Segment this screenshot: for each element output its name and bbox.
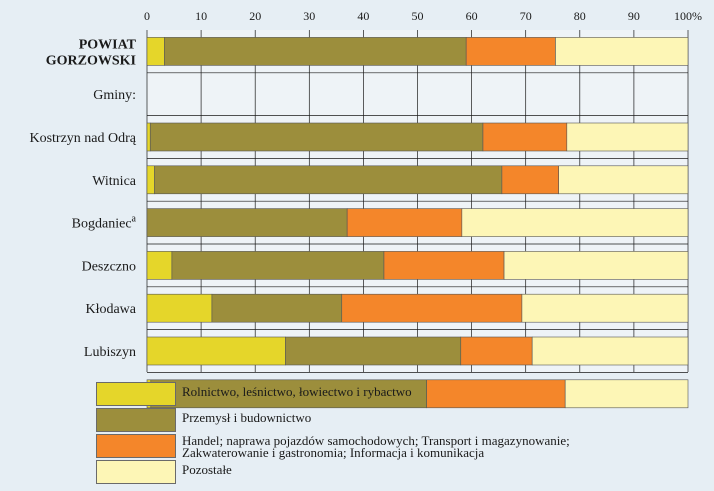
bar-segment	[521, 293, 689, 323]
bar-segment	[501, 165, 560, 195]
category-label: POWIAT GORZOWSKI	[46, 37, 137, 68]
bar-segment	[566, 122, 689, 152]
x-tick-label: 0	[144, 9, 150, 23]
bar-segment	[285, 336, 462, 366]
bar-segment	[150, 379, 427, 409]
bar-segment	[383, 251, 505, 280]
category-label: Deszczno	[82, 259, 136, 274]
bar-segment	[503, 251, 689, 280]
bar-segment	[426, 379, 566, 409]
x-tick-label: 70	[520, 9, 532, 23]
bar-segment	[531, 336, 689, 366]
bar-segment	[146, 37, 165, 66]
x-tick-label: 40	[357, 9, 369, 23]
bar-segment	[482, 122, 568, 152]
bar-segment	[146, 293, 213, 323]
x-tick-label: 10	[195, 9, 207, 23]
bar-segment	[146, 122, 151, 152]
bar-segment	[346, 208, 463, 237]
bar-segment	[146, 165, 155, 195]
x-tick-label: 50	[412, 9, 424, 23]
x-tick-label: 30	[303, 9, 315, 23]
category-label: Kłodawa	[85, 302, 136, 317]
bar-segment	[461, 208, 689, 237]
bar-segment	[558, 165, 689, 195]
bar-segment	[341, 293, 523, 323]
category-label: Witnica	[92, 174, 137, 189]
x-tick-label: 60	[466, 9, 478, 23]
bar-segment	[211, 293, 343, 323]
x-tick-label: 20	[249, 9, 261, 23]
category-label: Kostrzyn nad Odrą	[29, 131, 136, 146]
bar-segment	[465, 37, 556, 66]
x-tick-label: 100%	[674, 9, 702, 23]
bar-segment	[146, 208, 348, 237]
category-label: Bogdanieca	[72, 214, 137, 232]
bar-segment	[146, 379, 152, 409]
bar-segment	[164, 37, 467, 66]
x-tick-label: 80	[574, 9, 586, 23]
bar-segment	[146, 251, 173, 280]
bar-segment	[555, 37, 689, 66]
category-label: Santok	[97, 388, 136, 403]
bar-segment	[149, 122, 484, 152]
bar-segment	[171, 251, 385, 280]
bar-segment	[146, 336, 286, 366]
bar-segment	[460, 336, 533, 366]
category-label: Gminy:	[93, 88, 136, 103]
category-label: Lubiszyn	[84, 345, 136, 360]
bar-segment	[564, 379, 689, 409]
x-tick-label: 90	[628, 9, 640, 23]
bar-segment	[154, 165, 503, 195]
